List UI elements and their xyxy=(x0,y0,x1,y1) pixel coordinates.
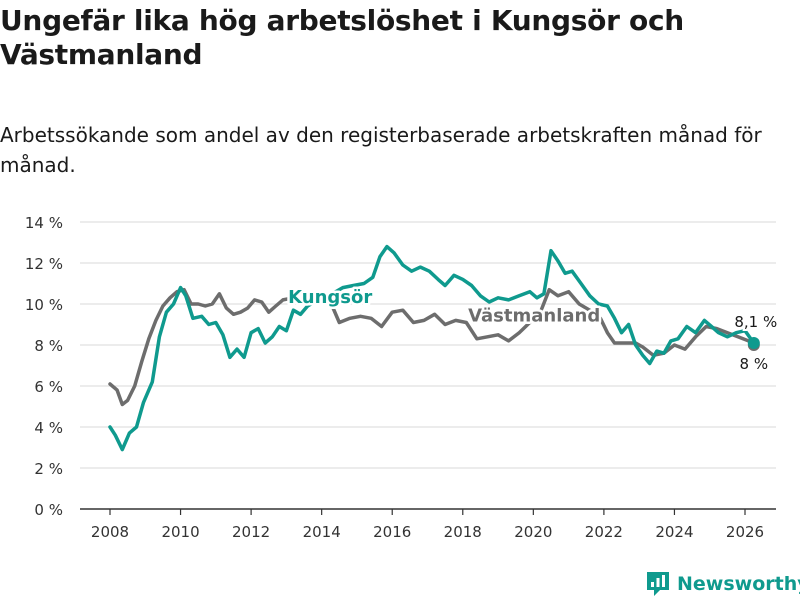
series-line-kungsr xyxy=(108,244,756,452)
end-value-label-vastmanland: 8 % xyxy=(740,355,769,373)
brand-name: Newsworthy xyxy=(677,573,800,595)
newsworthy-brand: Newsworthy xyxy=(645,568,800,600)
end-point-kungsr xyxy=(747,336,760,349)
y-tick-label: 12 % xyxy=(25,255,63,273)
x-tick-label: 2016 xyxy=(373,523,411,541)
x-tick-label: 2020 xyxy=(514,523,552,541)
x-tick-label: 2022 xyxy=(585,523,623,541)
x-tick-label: 2008 xyxy=(91,523,129,541)
series-line-vstmanland xyxy=(108,287,756,407)
end-value-label-kungsor: 8,1 % xyxy=(734,313,777,331)
bar-chart-logo-icon xyxy=(647,572,669,596)
y-tick-label: 0 % xyxy=(34,501,63,519)
y-tick-label: 10 % xyxy=(25,296,63,314)
y-tick-label: 4 % xyxy=(34,419,63,437)
x-tick-label: 2024 xyxy=(655,523,693,541)
x-tick-label: 2026 xyxy=(726,523,764,541)
y-tick-label: 2 % xyxy=(34,460,63,478)
y-tick-label: 6 % xyxy=(34,378,63,396)
series-annotation: Västmanland xyxy=(468,306,600,327)
y-tick-label: 8 % xyxy=(34,337,63,355)
series-annotation: Kungsör xyxy=(288,287,372,308)
x-tick-label: 2014 xyxy=(303,523,341,541)
y-tick-label: 14 % xyxy=(25,214,63,232)
x-tick-label: 2012 xyxy=(232,523,270,541)
x-tick-label: 2018 xyxy=(444,523,482,541)
chart-title: Ungefär lika hög arbetslöshet i Kungsör … xyxy=(0,4,684,71)
x-tick-label: 2010 xyxy=(161,523,199,541)
chart-subtitle: Arbetssökande som andel av den registerb… xyxy=(0,123,762,177)
